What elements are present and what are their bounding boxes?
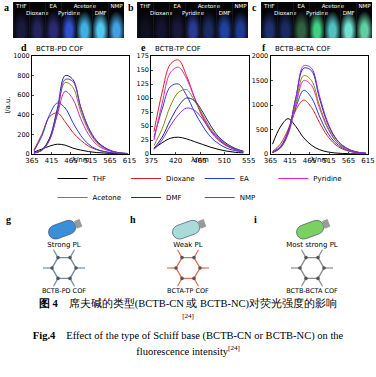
svg-text:465: 465 <box>193 157 206 165</box>
html-text:NMP: NMP <box>110 3 123 9</box>
svg-text:BCTB-PD COF: BCTB-PD COF <box>36 45 83 53</box>
html-text:THF: THF <box>140 3 151 9</box>
svg-text:d: d <box>21 42 27 53</box>
html-text:Acetone: Acetone <box>73 3 97 9</box>
svg-text:BCTB-PD COF: BCTB-PD COF <box>42 287 86 295</box>
html-text:a: a <box>4 2 9 13</box>
html-text:b: b <box>128 2 134 13</box>
svg-text:Weak PL: Weak PL <box>173 241 203 249</box>
html-text:NMP: NMP <box>358 3 371 9</box>
html-text:DMF: DMF <box>342 10 355 16</box>
svg-text:0: 0 <box>26 150 30 158</box>
html-text:DMF: DMF <box>94 10 107 16</box>
svg-text:BCTA-TP COF: BCTA-TP COF <box>167 287 209 295</box>
html-text:Dioxane: Dioxane <box>274 10 297 16</box>
svg-text:λ/nm: λ/nm <box>72 156 90 164</box>
svg-text:555: 555 <box>242 157 255 165</box>
svg-text:465: 465 <box>64 157 77 165</box>
html-text:[24]: [24] <box>182 312 194 320</box>
svg-text:Strong PL: Strong PL <box>47 241 81 249</box>
svg-text:f: f <box>262 42 266 53</box>
svg-text:565: 565 <box>342 157 355 165</box>
svg-text:415: 415 <box>45 157 58 165</box>
svg-text:100: 100 <box>137 94 149 102</box>
svg-text:0: 0 <box>145 150 149 158</box>
svg-text:λ/nm: λ/nm <box>191 156 209 164</box>
svg-text:365: 365 <box>264 157 277 165</box>
svg-text:800: 800 <box>17 72 29 80</box>
html-text:c: c <box>252 2 257 13</box>
html-text:Pyridine: Pyridine <box>57 10 81 16</box>
html-text:THF: THF <box>264 3 275 9</box>
svg-text:g: g <box>6 214 11 225</box>
svg-text:515: 515 <box>84 157 97 165</box>
svg-text:EA: EA <box>240 175 249 183</box>
svg-text:DMF: DMF <box>166 194 181 202</box>
svg-text:e: e <box>141 42 146 53</box>
svg-text:75: 75 <box>141 108 149 116</box>
html-text:EA: EA <box>49 3 57 9</box>
svg-text:Dioxane: Dioxane <box>166 175 195 183</box>
svg-text:THF: THF <box>92 175 107 183</box>
svg-text:Pyridine: Pyridine <box>313 175 341 183</box>
svg-text:BCTB-BCTA COF: BCTB-BCTA COF <box>286 287 338 295</box>
svg-text:615: 615 <box>361 157 374 165</box>
svg-text:BCTB-BCTA COF: BCTB-BCTA COF <box>275 45 331 53</box>
svg-text:420: 420 <box>169 157 182 165</box>
svg-text:175: 175 <box>137 52 149 60</box>
svg-text:1000: 1000 <box>252 101 269 109</box>
svg-text:365: 365 <box>25 157 38 165</box>
svg-text:BCTB-TP COF: BCTB-TP COF <box>155 45 201 53</box>
svg-text:565: 565 <box>103 157 116 165</box>
html-text:DMF: DMF <box>218 10 231 16</box>
svg-text:Acetone: Acetone <box>93 194 122 202</box>
svg-text:i: i <box>254 214 257 225</box>
html-text:Dioxane: Dioxane <box>26 10 49 16</box>
svg-text:150: 150 <box>137 66 149 74</box>
svg-text:NMP: NMP <box>240 194 256 202</box>
svg-text:1500: 1500 <box>252 77 269 85</box>
svg-text:125: 125 <box>137 80 149 88</box>
svg-text:λ/nm: λ/nm <box>310 156 328 164</box>
svg-text:2000: 2000 <box>252 52 269 60</box>
svg-text:400: 400 <box>17 111 29 119</box>
html-text:Acetone: Acetone <box>197 3 221 9</box>
html-text:Acetone: Acetone <box>321 3 345 9</box>
html-text:EA: EA <box>173 3 181 9</box>
svg-text:h: h <box>130 214 136 225</box>
svg-text:200: 200 <box>17 131 29 139</box>
svg-text:465: 465 <box>303 157 316 165</box>
svg-text:615: 615 <box>123 157 136 165</box>
svg-text:1000: 1000 <box>13 52 30 60</box>
svg-text:I/a.u.: I/a.u. <box>4 96 12 114</box>
svg-text:50: 50 <box>141 122 149 130</box>
svg-text:510: 510 <box>218 157 231 165</box>
html-text:NMP: NMP <box>234 3 247 9</box>
svg-text:500: 500 <box>256 126 268 134</box>
html-text:Fig.4 Effect of the type of Sc: Fig.4 Effect of the type of Schiff base … <box>32 329 344 356</box>
html-text:Pyridine: Pyridine <box>305 10 329 16</box>
svg-text:375: 375 <box>145 157 158 165</box>
html-text:THF: THF <box>16 3 27 9</box>
svg-text:415: 415 <box>283 157 296 165</box>
svg-text:515: 515 <box>322 157 335 165</box>
svg-text:Most strong PL: Most strong PL <box>286 241 338 249</box>
html-text:Dioxane: Dioxane <box>150 10 173 16</box>
svg-text:600: 600 <box>17 91 29 99</box>
svg-text:0: 0 <box>264 150 268 158</box>
svg-text:25: 25 <box>141 136 149 144</box>
html-text:EA: EA <box>297 3 305 9</box>
html-text:Pyridine: Pyridine <box>181 10 205 16</box>
html-text:图 4席夫碱的类型(BCTB-CN 或 BCTB-NC)对荧: 图 4席夫碱的类型(BCTB-CN 或 BCTB-NC)对荧光强度的影响 <box>38 298 338 309</box>
